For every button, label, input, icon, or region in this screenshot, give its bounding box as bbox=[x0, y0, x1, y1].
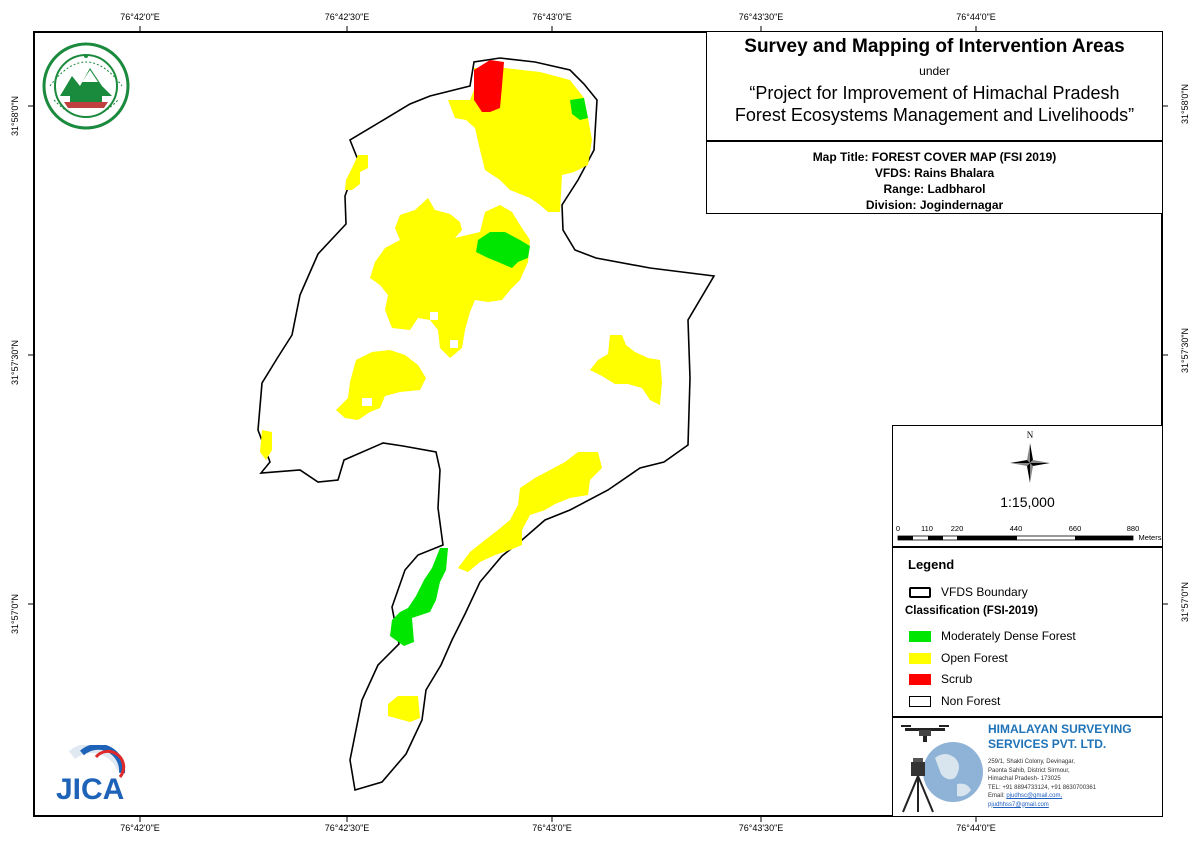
open-forest-patch-west bbox=[336, 350, 426, 420]
legend-item-non-forest: Non Forest bbox=[909, 694, 1000, 708]
lon-tick-label-top: 76°43'30"E bbox=[738, 12, 784, 22]
address-line: Himachal Pradesh- 173025 bbox=[988, 776, 1061, 782]
map-title: Map Title: FOREST COVER MAP (FSI 2019) bbox=[812, 150, 1057, 164]
scalebar-labels: 0 110 220 440 660 880 Meters bbox=[896, 524, 1162, 542]
scalebar bbox=[897, 535, 1134, 541]
non-forest-swatch bbox=[909, 695, 931, 707]
drone-icon bbox=[901, 725, 949, 742]
legend-item-boundary: VFDS Boundary bbox=[909, 585, 1028, 599]
legend-item-scrub: Scrub bbox=[909, 672, 972, 686]
company-panel: HIMALAYAN SURVEYING SERVICES PVT. LTD. 2… bbox=[892, 717, 1163, 817]
lon-tick-label-top: 76°44'0"E bbox=[956, 12, 996, 22]
boundary-swatch bbox=[909, 586, 931, 598]
scrub-swatch bbox=[909, 673, 931, 685]
tripod-icon bbox=[902, 758, 934, 813]
mdf-patch-south-corridor bbox=[390, 548, 448, 646]
map-main-title: Survey and Mapping of Intervention Areas bbox=[744, 36, 1125, 57]
legend-label: Moderately Dense Forest bbox=[941, 629, 1076, 643]
legend-label: Non Forest bbox=[941, 694, 1001, 708]
lon-tick-label-bottom: 76°43'30"E bbox=[738, 823, 784, 833]
mdf-patch-northeast bbox=[570, 98, 588, 120]
telephone: TEL: +91 8894733124, +91 8630700361 bbox=[988, 784, 1097, 791]
legend-classification-title: Classification (FSI-2019) bbox=[905, 605, 1038, 617]
legend-panel: Legend VFDS Boundary Classification (FSI… bbox=[892, 547, 1163, 717]
hp-forest-logo bbox=[42, 42, 130, 130]
open-forest-patch-south bbox=[388, 696, 420, 722]
address-line: Paonta Sahib, District Sirmour, bbox=[988, 767, 1070, 774]
scale-tick-label: 220 bbox=[951, 524, 964, 533]
jica-logo-text: JICA bbox=[56, 773, 124, 805]
email-label: Email: bbox=[988, 793, 1005, 799]
open-forest-patch-west-edge bbox=[260, 430, 272, 460]
jica-logo: JICA bbox=[56, 745, 127, 805]
address-line: 259/1, Shakti Colony, Devinagar, bbox=[988, 759, 1075, 765]
open-forest-patch-ne-edge bbox=[345, 155, 368, 190]
range-name: Range: Ladbharol bbox=[883, 182, 986, 196]
email-link[interactable]: pjudhsc@gmail.com, bbox=[1006, 793, 1063, 799]
lon-tick-label-bottom: 76°43'0"E bbox=[532, 823, 572, 833]
lon-tick-label-bottom: 76°42'30"E bbox=[324, 823, 370, 833]
open-forest-patch-east bbox=[590, 335, 662, 405]
north-label: N bbox=[1027, 430, 1034, 440]
graticule-ticks bbox=[28, 26, 1168, 822]
email-line: Email: pjudhsc@gmail.com, bbox=[988, 792, 1096, 801]
open-forest-patch-southeast bbox=[458, 452, 602, 572]
scale-tick-label: 880 bbox=[1127, 524, 1140, 533]
title-panel: Survey and Mapping of Intervention Areas… bbox=[706, 31, 1163, 141]
email-link[interactable]: pjudhhss7@gmail.com bbox=[988, 801, 1049, 808]
company-address: 259/1, Shakti Colony, Devinagar, Paonta … bbox=[988, 758, 1096, 809]
legend-label: Open Forest bbox=[941, 651, 1008, 665]
lon-tick-label-top: 76°42'30"E bbox=[324, 12, 370, 22]
scrub-patch bbox=[474, 60, 504, 112]
surveying-logo bbox=[901, 725, 983, 813]
email-line-2: pjudhhss7@gmail.com bbox=[988, 801, 1096, 810]
company-name-line-1: HIMALAYAN SURVEYING bbox=[988, 722, 1132, 736]
mdf-swatch bbox=[909, 630, 931, 642]
project-line-1: “Project for Improvement of Himachal Pra… bbox=[749, 83, 1120, 103]
lon-tick-label-top: 76°42'0"E bbox=[120, 12, 160, 22]
company-name-line-2: SERVICES PVT. LTD. bbox=[988, 737, 1107, 751]
legend-label: VFDS Boundary bbox=[941, 585, 1028, 599]
scale-tick-label: 440 bbox=[1010, 524, 1023, 533]
vfds-name: VFDS: Rains Bhalara bbox=[874, 166, 995, 180]
legend-label: Scrub bbox=[941, 672, 973, 686]
division-name: Division: Jogindernagar bbox=[865, 198, 1004, 212]
map-meta-panel: Map Title: FOREST COVER MAP (FSI 2019) V… bbox=[706, 141, 1163, 214]
title-under: under bbox=[919, 64, 950, 78]
scale-tick-label: 110 bbox=[921, 524, 933, 533]
pixel-gaps bbox=[362, 312, 640, 406]
lon-tick-label-top: 76°43'0"E bbox=[532, 12, 572, 22]
scale-unit: Meters bbox=[1139, 533, 1162, 542]
company-name: HIMALAYAN SURVEYING SERVICES PVT. LTD. bbox=[988, 722, 1132, 752]
lon-tick-label-bottom: 76°44'0"E bbox=[956, 823, 996, 833]
mdf-patches bbox=[390, 98, 588, 646]
north-arrow-and-scalebar: N 0 110 220 440 660 880 Meters bbox=[896, 430, 1162, 542]
open-forest-swatch bbox=[909, 652, 931, 664]
legend-item-open-forest: Open Forest bbox=[909, 651, 1008, 665]
project-name: “Project for Improvement of Himachal Pra… bbox=[707, 82, 1162, 126]
north-arrow-icon bbox=[1010, 443, 1050, 483]
mdf-patch-central bbox=[476, 232, 530, 268]
scale-panel: N 0 110 220 440 660 880 Meters 1:15,000 bbox=[892, 425, 1163, 547]
project-line-2: Forest Ecosystems Management and Livelih… bbox=[734, 105, 1135, 125]
scale-tick-label: 660 bbox=[1069, 524, 1082, 533]
legend-title: Legend bbox=[908, 557, 955, 572]
vfds-boundary bbox=[257, 57, 716, 792]
scale-tick-label: 0 bbox=[896, 524, 900, 533]
scale-ratio: 1:15,000 bbox=[1000, 494, 1055, 510]
legend-item-mdf: Moderately Dense Forest bbox=[909, 629, 1076, 643]
lon-tick-label-bottom: 76°42'0"E bbox=[120, 823, 160, 833]
